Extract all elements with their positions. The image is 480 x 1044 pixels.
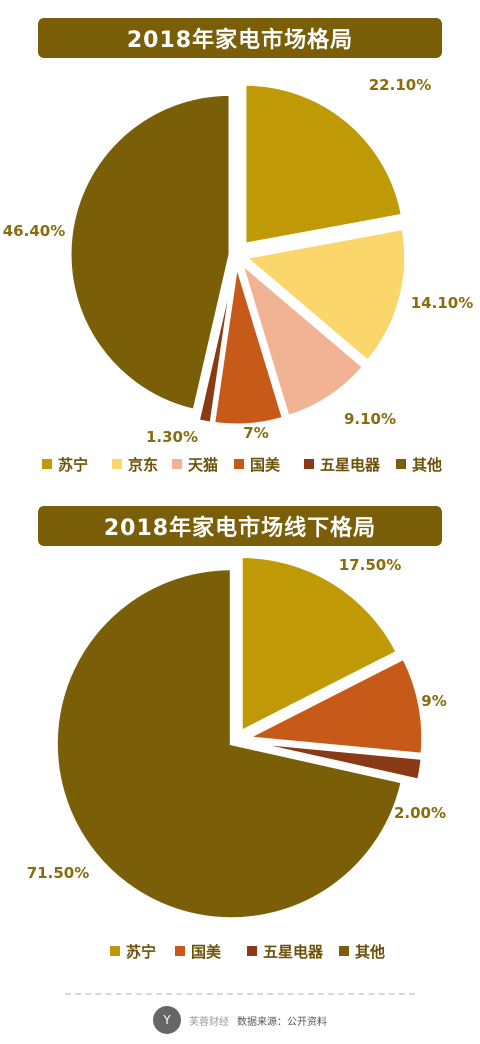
legend-label: 国美 (250, 456, 281, 474)
chart-title-market: 2018年家电市场格局 (38, 18, 442, 58)
footer-divider (65, 993, 415, 995)
legend-label: 其他 (412, 456, 442, 474)
pie-slice-1 (239, 554, 400, 734)
slice-value-label: 17.50% (339, 556, 401, 574)
pie-chart-offline: 17.50% 9% 2.00% 71.50% 苏宁 国美 五星电器 其他 (27, 554, 447, 961)
pie-slice-2 (242, 656, 425, 756)
pie-slice-6 (68, 92, 232, 413)
legend-swatch (42, 459, 52, 469)
slice-value-label: 7% (243, 424, 268, 442)
footer: Y 芙蓉财经 数据来源：公开资料 (0, 1004, 480, 1036)
slice-value-label: 9.10% (344, 410, 396, 428)
pie-slice-3 (247, 740, 424, 782)
legend-label: 京东 (128, 456, 158, 474)
slice-value-label: 1.30% (146, 428, 198, 446)
legend-label: 五星电器 (263, 943, 324, 961)
brand-name: 芙蓉财经 (189, 1016, 229, 1028)
pie-slice-1 (243, 82, 405, 247)
legend-swatch (172, 459, 182, 469)
slice-value-label: 22.10% (369, 76, 431, 94)
legend-swatch (247, 946, 257, 956)
brand-logo: Y (153, 1006, 181, 1034)
legend-label: 五星电器 (320, 456, 381, 474)
pie-slice-2 (242, 226, 408, 364)
legend-label: 天猫 (188, 456, 218, 474)
legend-swatch (304, 459, 314, 469)
pie-slice-4 (212, 264, 286, 427)
slice-value-label: 2.00% (394, 804, 446, 822)
slice-value-label: 9% (421, 692, 446, 710)
legend-swatch (396, 459, 406, 469)
legend-swatch (234, 459, 244, 469)
pie-chart-market: 22.10% 14.10% 9.10% 7% 1.30% 46.40% 苏宁 京东 天猫 国美 五星… (3, 76, 473, 474)
legend-swatch (339, 946, 349, 956)
legend-label: 其他 (355, 943, 385, 961)
pie-slice-4 (54, 567, 404, 921)
slice-value-label: 46.40% (3, 222, 65, 240)
legend-swatch (112, 459, 122, 469)
legend-swatch (110, 946, 120, 956)
chart-title-offline: 2018年家电市场线下格局 (38, 506, 442, 546)
slice-value-label: 14.10% (411, 294, 473, 312)
legend-label: 苏宁 (58, 456, 88, 474)
legend-swatch (175, 946, 185, 956)
legend-label: 苏宁 (126, 943, 156, 961)
data-source: 数据来源：公开资料 (237, 1016, 327, 1028)
slice-value-label: 71.50% (27, 864, 89, 882)
pie-slice-3 (238, 258, 366, 419)
pie-slice-5 (196, 264, 236, 425)
legend-label: 国美 (191, 943, 222, 961)
